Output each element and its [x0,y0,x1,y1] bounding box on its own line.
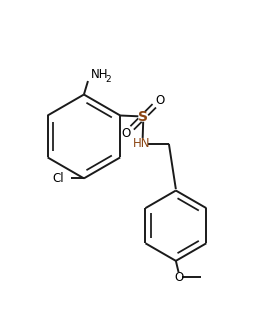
Text: S: S [138,110,148,124]
Text: HN: HN [133,137,151,150]
Text: O: O [156,95,165,107]
Text: O: O [174,270,183,284]
Text: O: O [121,127,131,140]
Text: NH: NH [91,68,108,81]
Text: 2: 2 [106,75,112,84]
Text: Cl: Cl [52,172,64,185]
